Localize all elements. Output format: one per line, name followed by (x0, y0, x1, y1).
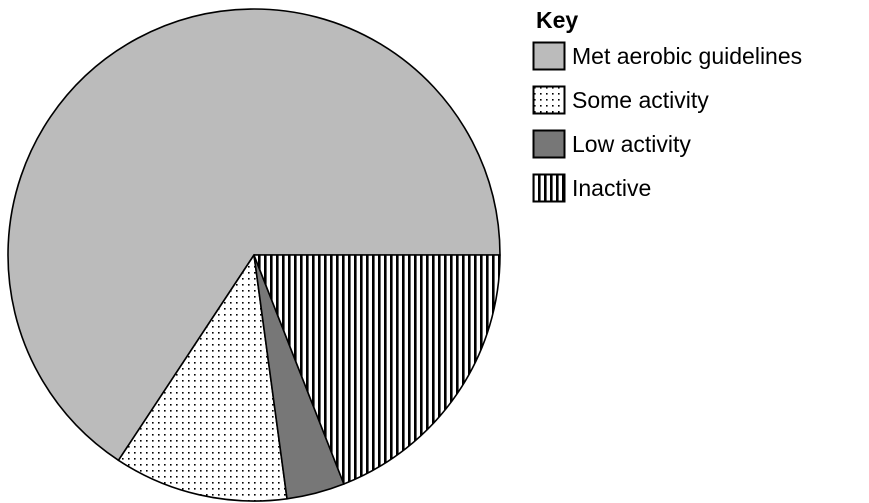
legend-swatch-some-activity (532, 85, 566, 115)
legend-swatch-low-activity (532, 129, 566, 159)
legend-label: Inactive (572, 174, 652, 201)
legend-item-met-aerobic-guidelines: Met aerobic guidelines (532, 34, 802, 78)
legend-label: Low activity (572, 130, 691, 157)
legend-item-inactive: Inactive (532, 166, 802, 210)
pie-slice-met-aerobic-guidelines (7, 8, 501, 462)
pie-slice-inactive (253, 254, 501, 485)
legend-items: Met aerobic guidelines Some activity Low a… (532, 34, 802, 210)
legend-label: Some activity (572, 86, 709, 113)
legend-swatch-inactive (532, 173, 566, 203)
legend-item-some-activity: Some activity (532, 78, 802, 122)
pie-slice-some-activity (117, 254, 288, 502)
legend-title: Key (536, 7, 579, 33)
legend-swatch-met-aerobic-guidelines (532, 41, 566, 71)
legend: Key Met aerobic guidelines Some activity L… (532, 6, 802, 210)
legend-item-low-activity: Low activity (532, 122, 802, 166)
pie-slices (7, 8, 501, 502)
legend-label: Met aerobic guidelines (572, 42, 803, 69)
